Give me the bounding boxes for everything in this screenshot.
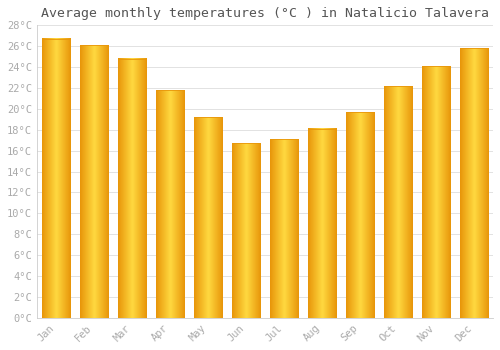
Bar [194, 117, 222, 318]
Bar [460, 48, 488, 318]
Bar [270, 139, 298, 318]
Bar [232, 144, 260, 318]
Title: Average monthly temperatures (°C ) in Natalicio Talavera: Average monthly temperatures (°C ) in Na… [41, 7, 489, 20]
Bar [42, 39, 70, 318]
Bar [118, 59, 146, 318]
Bar [384, 86, 412, 318]
Bar [308, 129, 336, 318]
Bar [80, 45, 108, 318]
Bar [422, 66, 450, 318]
Bar [346, 112, 374, 318]
Bar [156, 90, 184, 318]
